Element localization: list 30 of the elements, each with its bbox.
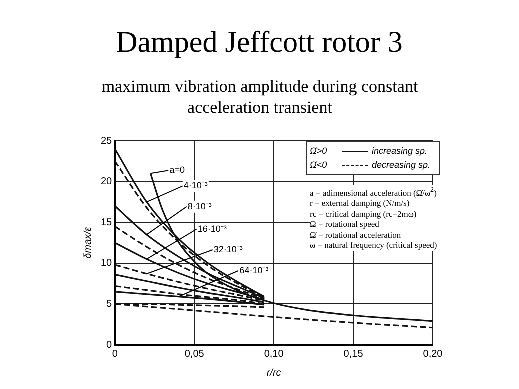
annotation: Ω̇ = rotational acceleration [310, 230, 402, 240]
annotation: a = adimensional acceleration (Ω̇/ω$^{2}$) [310, 186, 437, 198]
y-tick-label: 10 [101, 258, 113, 270]
y-tick-label: 0 [106, 340, 113, 351]
annotation: 8·10⁻³ [188, 201, 212, 212]
chart-subtitle: maximum vibration amplitude during constant acceleration transient [100, 76, 420, 118]
y-axis-title: δmax/ε [82, 226, 94, 259]
x-axis-title: r/rc [266, 368, 282, 379]
annotation: r = external damping (N/m/s) [310, 198, 410, 208]
y-tick-label: 15 [101, 217, 113, 228]
annotation: 16·10⁻³ [198, 224, 227, 234]
annotation: 32·10⁻³ [214, 244, 243, 254]
annotation: ω = natural frequency (critical speed) [310, 240, 438, 250]
x-tick-label: 0,05 [184, 348, 205, 360]
y-tick-label: 5 [106, 298, 113, 310]
annotation: Ω̇>0 [310, 146, 328, 156]
annotation: 64·10⁻³ [240, 265, 269, 276]
y-tick-label: 20 [101, 176, 113, 188]
x-tick-label: 0,10 [264, 348, 284, 360]
annotation: rc = critical damping (rc=2mω) [310, 208, 417, 219]
legend-label: decreasing sp. [372, 160, 431, 170]
annotation: 4·10⁻³ [184, 180, 208, 191]
x-tick-label: 0,15 [344, 348, 364, 360]
y-tick-label: 25 [101, 136, 113, 147]
annotation: Ω̇<0 [310, 160, 328, 170]
legend-label: increasing sp. [372, 146, 428, 156]
chart-title: Damped Jeffcott rotor 3 [115, 26, 404, 60]
annotation: a=0 [170, 165, 186, 176]
x-tick-label: 0,20 [423, 348, 444, 360]
annotation: Ω = rotational speed [310, 219, 380, 230]
